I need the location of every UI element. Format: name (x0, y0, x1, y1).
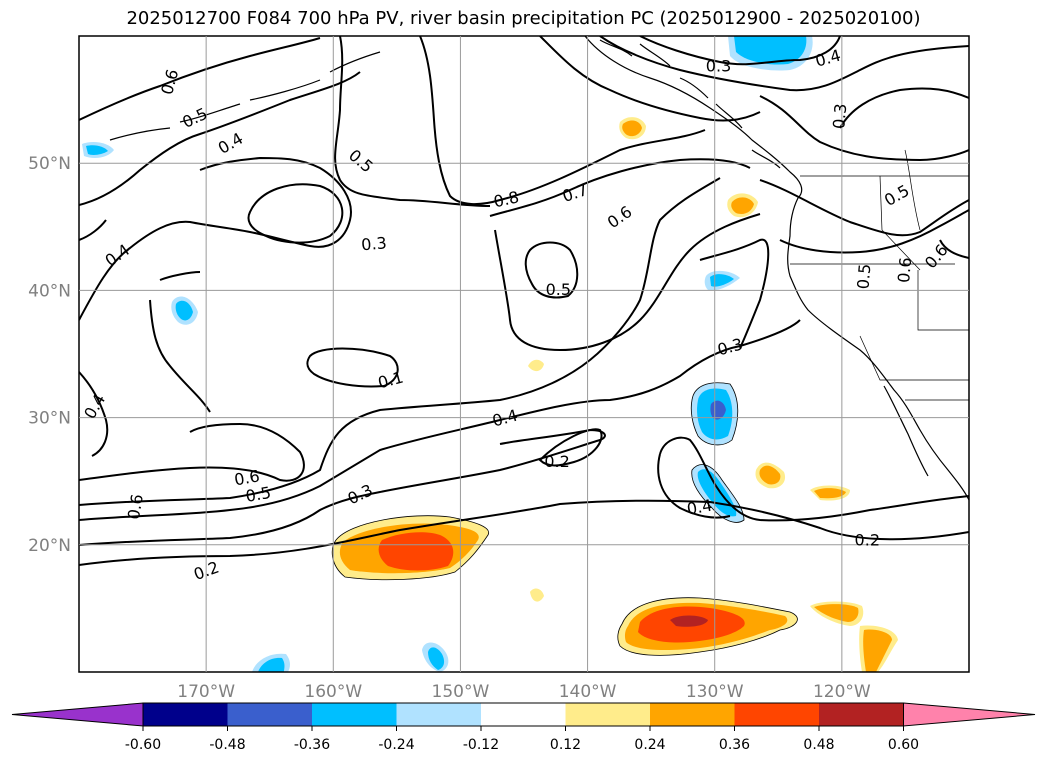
colorbar-tick-label: -0.60 (125, 737, 161, 753)
colorbar-swatch (565, 703, 651, 726)
lat-tick-label: 30°N (28, 409, 71, 429)
negative-anomaly-region (734, 36, 807, 65)
negative-anomaly-region (710, 274, 734, 287)
precip-pc-outlines (331, 382, 798, 656)
positive-anomaly-region (528, 359, 544, 372)
positive-anomaly-region (378, 532, 454, 571)
contour-label: 0.8 (492, 187, 521, 211)
positive-anomaly-region (814, 488, 846, 499)
colorbar-swatch (227, 703, 313, 726)
contour-label: 0.6 (921, 241, 952, 273)
lon-tick-label: 120°W (813, 682, 871, 702)
positive-anomaly-region (530, 588, 544, 602)
colorbar-swatch (143, 703, 228, 726)
positive-anomaly-core (670, 615, 708, 627)
colorbar-swatch (819, 703, 904, 726)
coastlines (109, 36, 969, 501)
colorbar-swatch (312, 703, 397, 726)
lon-tick-label: 160°W (304, 682, 362, 702)
pv-contour-labels: 0.60.50.40.50.30.8 0.70.60.3 0.40.30.50.60… (80, 46, 952, 584)
colorbar-tick-label: -0.12 (463, 737, 499, 753)
contour-label: 0.4 (215, 129, 247, 158)
contour-label: 0.4 (685, 496, 713, 519)
contour-label: 0.5 (345, 146, 377, 177)
contour-label: 0.6 (894, 257, 915, 284)
contour-label: 0.2 (191, 557, 221, 584)
lon-tick-label: 170°W (177, 682, 235, 702)
positive-anomaly-region (759, 465, 781, 485)
colorbar-tick-label: 0.24 (634, 737, 665, 753)
contour-label: 0.4 (490, 406, 520, 431)
positive-anomaly-region (814, 604, 859, 622)
contour-label: 0.4 (813, 46, 843, 71)
contour-label: 0.3 (706, 56, 731, 75)
contour-label: 0.6 (233, 466, 261, 489)
contour-label: 0.6 (157, 67, 182, 97)
colorbar-tick-label: -0.24 (378, 737, 414, 753)
contour-label: 0.5 (853, 263, 874, 290)
colorbar-tick-label: 0.48 (803, 737, 834, 753)
colorbar-tick-label: 0.60 (888, 737, 919, 753)
colorbar-tick-label: 0.12 (550, 737, 581, 753)
map-frame (78, 35, 970, 673)
precip-pc-shading (82, 36, 898, 672)
colorbar-tick-label: -0.48 (209, 737, 245, 753)
lon-tick-label: 140°W (559, 682, 617, 702)
political-borders (790, 149, 969, 401)
contour-label: 0.3 (715, 334, 745, 359)
contour-label: 0.3 (829, 103, 850, 130)
colorbar-swatch (650, 703, 735, 726)
colorbar-swatch (734, 703, 820, 726)
colorbar-tick-label: 0.36 (719, 737, 750, 753)
positive-anomaly-region (622, 120, 642, 137)
negative-anomaly-region (428, 647, 445, 670)
contour-label: 0.4 (102, 240, 134, 270)
map-title: 2025012700 F084 700 hPa PV, river basin … (126, 8, 921, 29)
lon-tick-label: 150°W (432, 682, 490, 702)
contour-label: 0.1 (376, 367, 406, 392)
pv-contours (79, 36, 969, 566)
colorbar-swatch (396, 703, 482, 726)
longitude-labels: 170°W 160°W 150°W 140°W 130°W 120°W (177, 682, 871, 702)
contour-label: 0.5 (881, 181, 913, 210)
colorbar: -0.60 -0.48 -0.36 -0.24 -0.12 0.12 0.24 0.36 0.4… (11, 702, 1036, 753)
contour-label: 0.3 (345, 480, 376, 508)
contour-label: 0.5 (244, 483, 272, 506)
contour-label: 0.6 (124, 493, 147, 521)
negative-anomaly-region (258, 657, 285, 672)
colorbar-extend-max (903, 702, 1036, 727)
lon-tick-label: 130°W (686, 682, 744, 702)
contour-label: 0.6 (604, 202, 636, 232)
lat-tick-label: 20°N (28, 536, 71, 556)
colorbar-extend-min (11, 702, 144, 727)
contour-label: 0.2 (544, 452, 569, 471)
graticule (79, 36, 969, 672)
negative-anomaly-region (86, 145, 108, 155)
colorbar-swatch (481, 703, 566, 726)
lat-tick-label: 50°N (28, 154, 71, 174)
contour-label: 0.3 (361, 233, 388, 254)
positive-anomaly-region (731, 197, 754, 214)
negative-anomaly-region (175, 300, 193, 321)
lat-tick-label: 40°N (28, 281, 71, 301)
colorbar-outline (142, 702, 904, 727)
contour-label: 0.2 (855, 531, 880, 550)
contour-label: 0.5 (546, 280, 571, 299)
latitude-labels: 50°N 40°N 30°N 20°N (28, 154, 71, 556)
colorbar-tick-label: -0.36 (294, 737, 330, 753)
positive-anomaly-region (863, 629, 892, 672)
